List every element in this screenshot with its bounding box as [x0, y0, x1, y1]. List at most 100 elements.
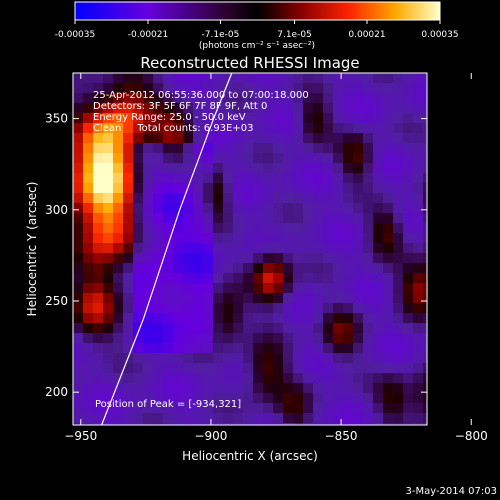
- heatmap-cell: [383, 173, 394, 184]
- heatmap-cell: [183, 313, 194, 324]
- heatmap-cell: [323, 163, 334, 174]
- heatmap-cell: [253, 93, 264, 104]
- heatmap-cell: [323, 283, 334, 294]
- heatmap-cell: [403, 243, 414, 254]
- heatmap-cell: [243, 333, 254, 344]
- heatmap-cell: [143, 103, 154, 114]
- heatmap-cell: [363, 133, 374, 144]
- heatmap-cell: [163, 213, 174, 224]
- heatmap-cell: [373, 223, 384, 234]
- heatmap-cell: [343, 333, 354, 344]
- heatmap-cell: [133, 203, 144, 214]
- heatmap-cell: [263, 363, 274, 374]
- heatmap-cell: [363, 423, 374, 425]
- heatmap-cell: [333, 213, 344, 224]
- heatmap-cell: [73, 203, 84, 214]
- heatmap-cell: [293, 93, 304, 104]
- heatmap-cell: [263, 323, 274, 334]
- heatmap-cell: [183, 173, 194, 184]
- heatmap-cell: [303, 183, 314, 194]
- heatmap-cell: [163, 243, 174, 254]
- heatmap-cell: [293, 213, 304, 224]
- heatmap-cell: [333, 73, 344, 84]
- heatmap-cell: [353, 143, 364, 154]
- heatmap-cell: [93, 103, 104, 114]
- heatmap-cell: [153, 143, 164, 154]
- heatmap-cell: [203, 243, 214, 254]
- heatmap-cell: [253, 393, 264, 404]
- heatmap-cell: [193, 93, 204, 104]
- heatmap-cell: [373, 323, 384, 334]
- heatmap-cell: [363, 413, 374, 424]
- heatmap-cell: [283, 423, 294, 425]
- heatmap-cell: [233, 213, 244, 224]
- heatmap-cell: [343, 123, 354, 134]
- heatmap-cell: [243, 323, 254, 334]
- heatmap-cell: [113, 293, 124, 304]
- heatmap-cell: [413, 283, 424, 294]
- heatmap-cell: [383, 373, 394, 384]
- heatmap-cell: [363, 93, 374, 104]
- heatmap-cell: [363, 313, 374, 324]
- heatmap-cell: [233, 373, 244, 384]
- heatmap-cell: [333, 283, 344, 294]
- heatmap-cell: [93, 293, 104, 304]
- heatmap-cell: [273, 203, 284, 214]
- heatmap-cell: [383, 223, 394, 234]
- heatmap-cell: [413, 303, 424, 314]
- heatmap-cell: [363, 143, 374, 154]
- heatmap-cell: [293, 193, 304, 204]
- heatmap-cell: [113, 303, 124, 314]
- heatmap-cell: [253, 273, 264, 284]
- heatmap-cell: [343, 293, 354, 304]
- heatmap-cell: [233, 333, 244, 344]
- x-tick-label: −900: [194, 429, 227, 443]
- heatmap-cell: [393, 143, 404, 154]
- heatmap-cell: [133, 263, 144, 274]
- heatmap-cell: [413, 313, 424, 324]
- heatmap-cell: [83, 203, 94, 214]
- heatmap-cell: [333, 243, 344, 254]
- heatmap-cell: [373, 233, 384, 244]
- heatmap-cell: [73, 333, 84, 344]
- heatmap-cell: [373, 353, 384, 364]
- heatmap-cell: [183, 73, 194, 84]
- heatmap-cell: [103, 393, 114, 404]
- heatmap-cell: [233, 353, 244, 364]
- heatmap-cell: [313, 173, 324, 184]
- heatmap-cell: [373, 303, 384, 314]
- heatmap-cell: [123, 173, 134, 184]
- heatmap-cell: [423, 343, 427, 354]
- heatmap-cell: [363, 263, 374, 274]
- heatmap-cell: [193, 303, 204, 314]
- heatmap-cell: [73, 233, 84, 244]
- heatmap-cell: [73, 413, 84, 424]
- heatmap-cell: [343, 183, 354, 194]
- heatmap-cell: [423, 83, 427, 94]
- heatmap-cell: [143, 293, 154, 304]
- heatmap-cell: [383, 383, 394, 394]
- heatmap-cell: [213, 193, 224, 204]
- heatmap-cell: [333, 373, 344, 384]
- heatmap-cell: [163, 223, 174, 234]
- heatmap-cell: [403, 73, 414, 84]
- heatmap-cell: [233, 153, 244, 164]
- heatmap-cell: [353, 223, 364, 234]
- heatmap-cell: [413, 253, 424, 264]
- heatmap-cell: [73, 123, 84, 134]
- heatmap-cell: [243, 143, 254, 154]
- heatmap-cell: [253, 193, 264, 204]
- heatmap-cell: [413, 243, 424, 254]
- heatmap-cell: [83, 93, 94, 104]
- heatmap-cell: [243, 173, 254, 184]
- heatmap-cell: [153, 343, 164, 354]
- heatmap-cell: [393, 353, 404, 364]
- heatmap-cell: [153, 293, 164, 304]
- heatmap-cell: [123, 263, 134, 274]
- heatmap-cell: [153, 83, 164, 94]
- heatmap-cell: [283, 103, 294, 114]
- heatmap-cell: [293, 263, 304, 274]
- heatmap-cell: [313, 263, 324, 274]
- heatmap-cell: [293, 153, 304, 164]
- heatmap-cell: [223, 73, 234, 84]
